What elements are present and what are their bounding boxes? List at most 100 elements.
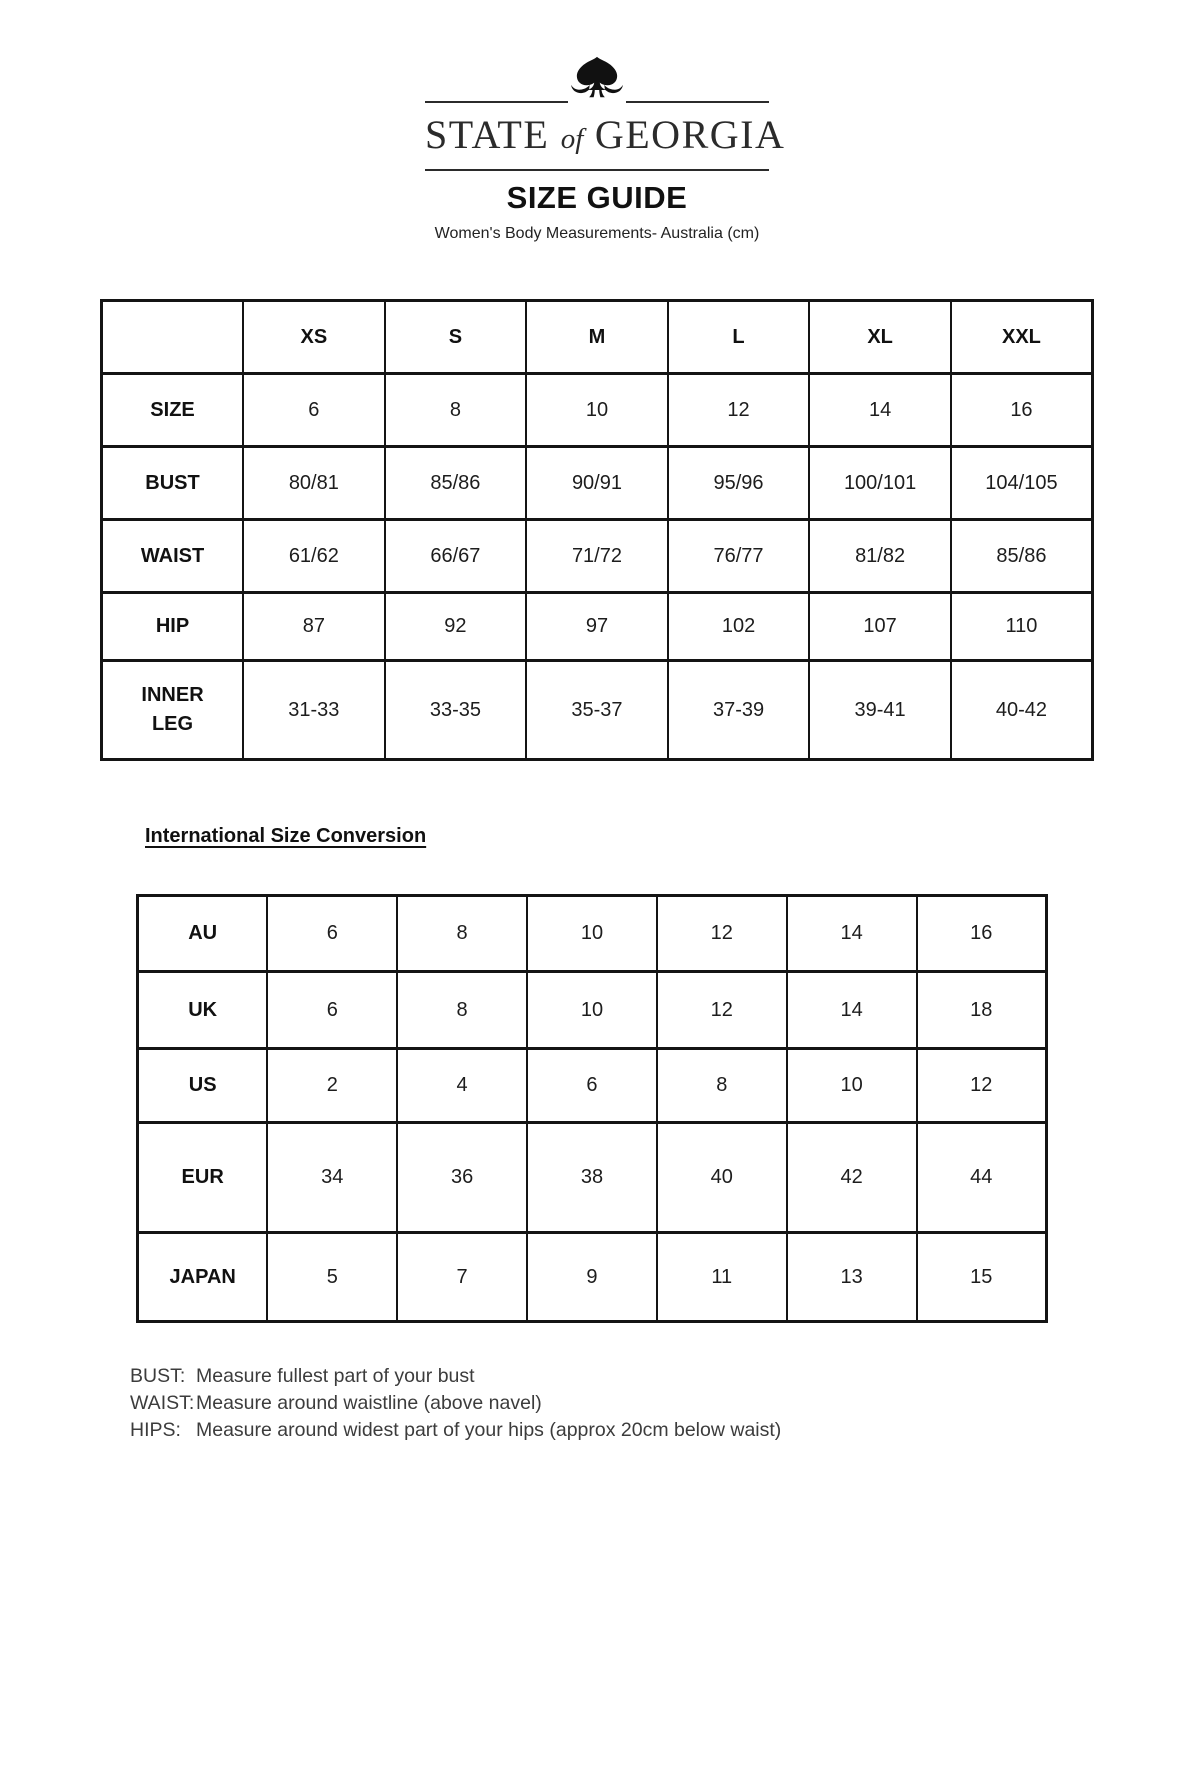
note-text-bust: Measure fullest part of your bust [196, 1365, 475, 1387]
table-cell: 12 [666, 372, 811, 448]
table-cell: 8 [383, 372, 528, 448]
row-label-size: SIZE [100, 372, 245, 448]
logo-bottom-rule [425, 169, 769, 171]
conversion-table: AU 6 8 10 12 14 16 UK 6 8 10 12 14 18 US… [136, 894, 1048, 1323]
note-label-bust: BUST: [130, 1365, 186, 1387]
table-cell: 95/96 [666, 445, 811, 521]
brand-word-state: STATE [425, 112, 550, 157]
table-cell: 61/62 [242, 518, 386, 594]
table-cell: 7 [396, 1231, 529, 1323]
logo-left-rule [425, 101, 568, 103]
header-cell-l: L [666, 299, 811, 375]
table-cell: 34 [266, 1121, 399, 1234]
header-cell-xl: XL [808, 299, 952, 375]
table-cell: 10 [785, 1047, 918, 1124]
table-cell: 16 [915, 894, 1048, 973]
table-cell: 31-33 [242, 659, 386, 761]
table-cell: 9 [526, 1231, 658, 1323]
header-cell-empty [100, 299, 245, 375]
table-cell: 18 [915, 970, 1048, 1050]
table-cell: 38 [526, 1121, 658, 1234]
table-cell: 40-42 [949, 659, 1094, 761]
table-cell: 102 [666, 591, 811, 662]
table-cell: 97 [525, 591, 669, 662]
row-label-eur: EUR [136, 1121, 269, 1234]
row-label-japan: JAPAN [136, 1231, 269, 1323]
table-cell: 6 [266, 970, 399, 1050]
table-cell: 12 [655, 894, 788, 973]
table-cell: 5 [266, 1231, 399, 1323]
measurement-table: XS S M L XL XXL SIZE 6 8 10 12 14 16 BUS… [100, 299, 1094, 761]
table-cell: 81/82 [808, 518, 952, 594]
table-cell: 10 [526, 970, 658, 1050]
row-label-uk: UK [136, 970, 269, 1050]
table-row-eur: EUR 34 36 38 40 42 44 [136, 1121, 1048, 1234]
table-cell: 71/72 [525, 518, 669, 594]
header-cell-s: S [383, 299, 528, 375]
note-text-waist: Measure around waistline (above navel) [196, 1392, 542, 1414]
note-label-waist: WAIST: [130, 1392, 195, 1414]
row-label-waist: WAIST [100, 518, 245, 594]
table-cell: 2 [266, 1047, 399, 1124]
table-row-japan: JAPAN 5 7 9 11 13 15 [136, 1231, 1048, 1323]
note-text-hips: Measure around widest part of your hips … [196, 1419, 782, 1441]
measurement-header-row: XS S M L XL XXL [100, 299, 1094, 375]
table-cell: 36 [396, 1121, 529, 1234]
table-cell: 85/86 [949, 518, 1094, 594]
table-cell: 6 [242, 372, 386, 448]
row-label-inner-leg: INNER LEG [100, 659, 245, 761]
table-cell: 4 [396, 1047, 529, 1124]
header-cell-xs: XS [242, 299, 386, 375]
table-cell: 104/105 [949, 445, 1094, 521]
table-cell: 10 [525, 372, 669, 448]
table-cell: 92 [383, 591, 528, 662]
table-row-us: US 2 4 6 8 10 12 [136, 1047, 1048, 1124]
note-waist: WAIST: Measure around waistline (above n… [130, 1390, 1194, 1417]
table-cell: 40 [655, 1121, 788, 1234]
page-title: SIZE GUIDE [506, 180, 688, 215]
table-cell: 66/67 [383, 518, 528, 594]
table-cell: 33-35 [383, 659, 528, 761]
conversion-heading: International Size Conversion [145, 825, 427, 847]
table-cell: 80/81 [242, 445, 386, 521]
table-cell: 13 [785, 1231, 918, 1323]
table-row-size: SIZE 6 8 10 12 14 16 [100, 372, 1094, 448]
table-cell: 76/77 [666, 518, 811, 594]
logo-right-rule [626, 101, 769, 103]
row-label-inner-leg-text: INNER LEG [141, 684, 204, 735]
header-cell-xxl: XXL [949, 299, 1094, 375]
table-cell: 16 [949, 372, 1094, 448]
header-cell-m: M [525, 299, 669, 375]
table-cell: 10 [526, 894, 658, 973]
logo-block: STATE of GEORGIA [0, 0, 1194, 171]
brand-word-of: of [560, 123, 584, 155]
note-bust: BUST: Measure fullest part of your bust [130, 1363, 1194, 1390]
table-cell: 14 [808, 372, 952, 448]
table-row-hip: HIP 87 92 97 102 107 110 [100, 591, 1094, 662]
brand-word-georgia: GEORGIA [594, 112, 786, 157]
table-cell: 14 [785, 894, 918, 973]
table-cell: 14 [785, 970, 918, 1050]
table-row-waist: WAIST 61/62 66/67 71/72 76/77 81/82 85/8… [100, 518, 1094, 594]
table-cell: 39-41 [808, 659, 952, 761]
page-subtitle: Women's Body Measurements- Australia (cm… [434, 225, 760, 242]
note-label-hips: HIPS: [130, 1419, 181, 1441]
tree-with-roots-icon [571, 56, 623, 98]
table-cell: 8 [396, 894, 529, 973]
table-cell: 42 [785, 1121, 918, 1234]
table-cell: 12 [655, 970, 788, 1050]
row-label-au: AU [136, 894, 269, 973]
note-hips: HIPS: Measure around widest part of your… [130, 1417, 1194, 1444]
table-cell: 107 [808, 591, 952, 662]
table-cell: 87 [242, 591, 386, 662]
table-cell: 8 [396, 970, 529, 1050]
table-cell: 12 [915, 1047, 1048, 1124]
table-row-inner-leg: INNER LEG 31-33 33-35 35-37 37-39 39-41 … [100, 659, 1094, 761]
table-cell: 6 [266, 894, 399, 973]
row-label-hip: HIP [100, 591, 245, 662]
table-cell: 110 [949, 591, 1094, 662]
table-cell: 15 [915, 1231, 1048, 1323]
brand-name: STATE of GEORGIA [425, 112, 784, 162]
measuring-notes: BUST: Measure fullest part of your bust … [130, 1363, 1194, 1444]
table-cell: 35-37 [525, 659, 669, 761]
